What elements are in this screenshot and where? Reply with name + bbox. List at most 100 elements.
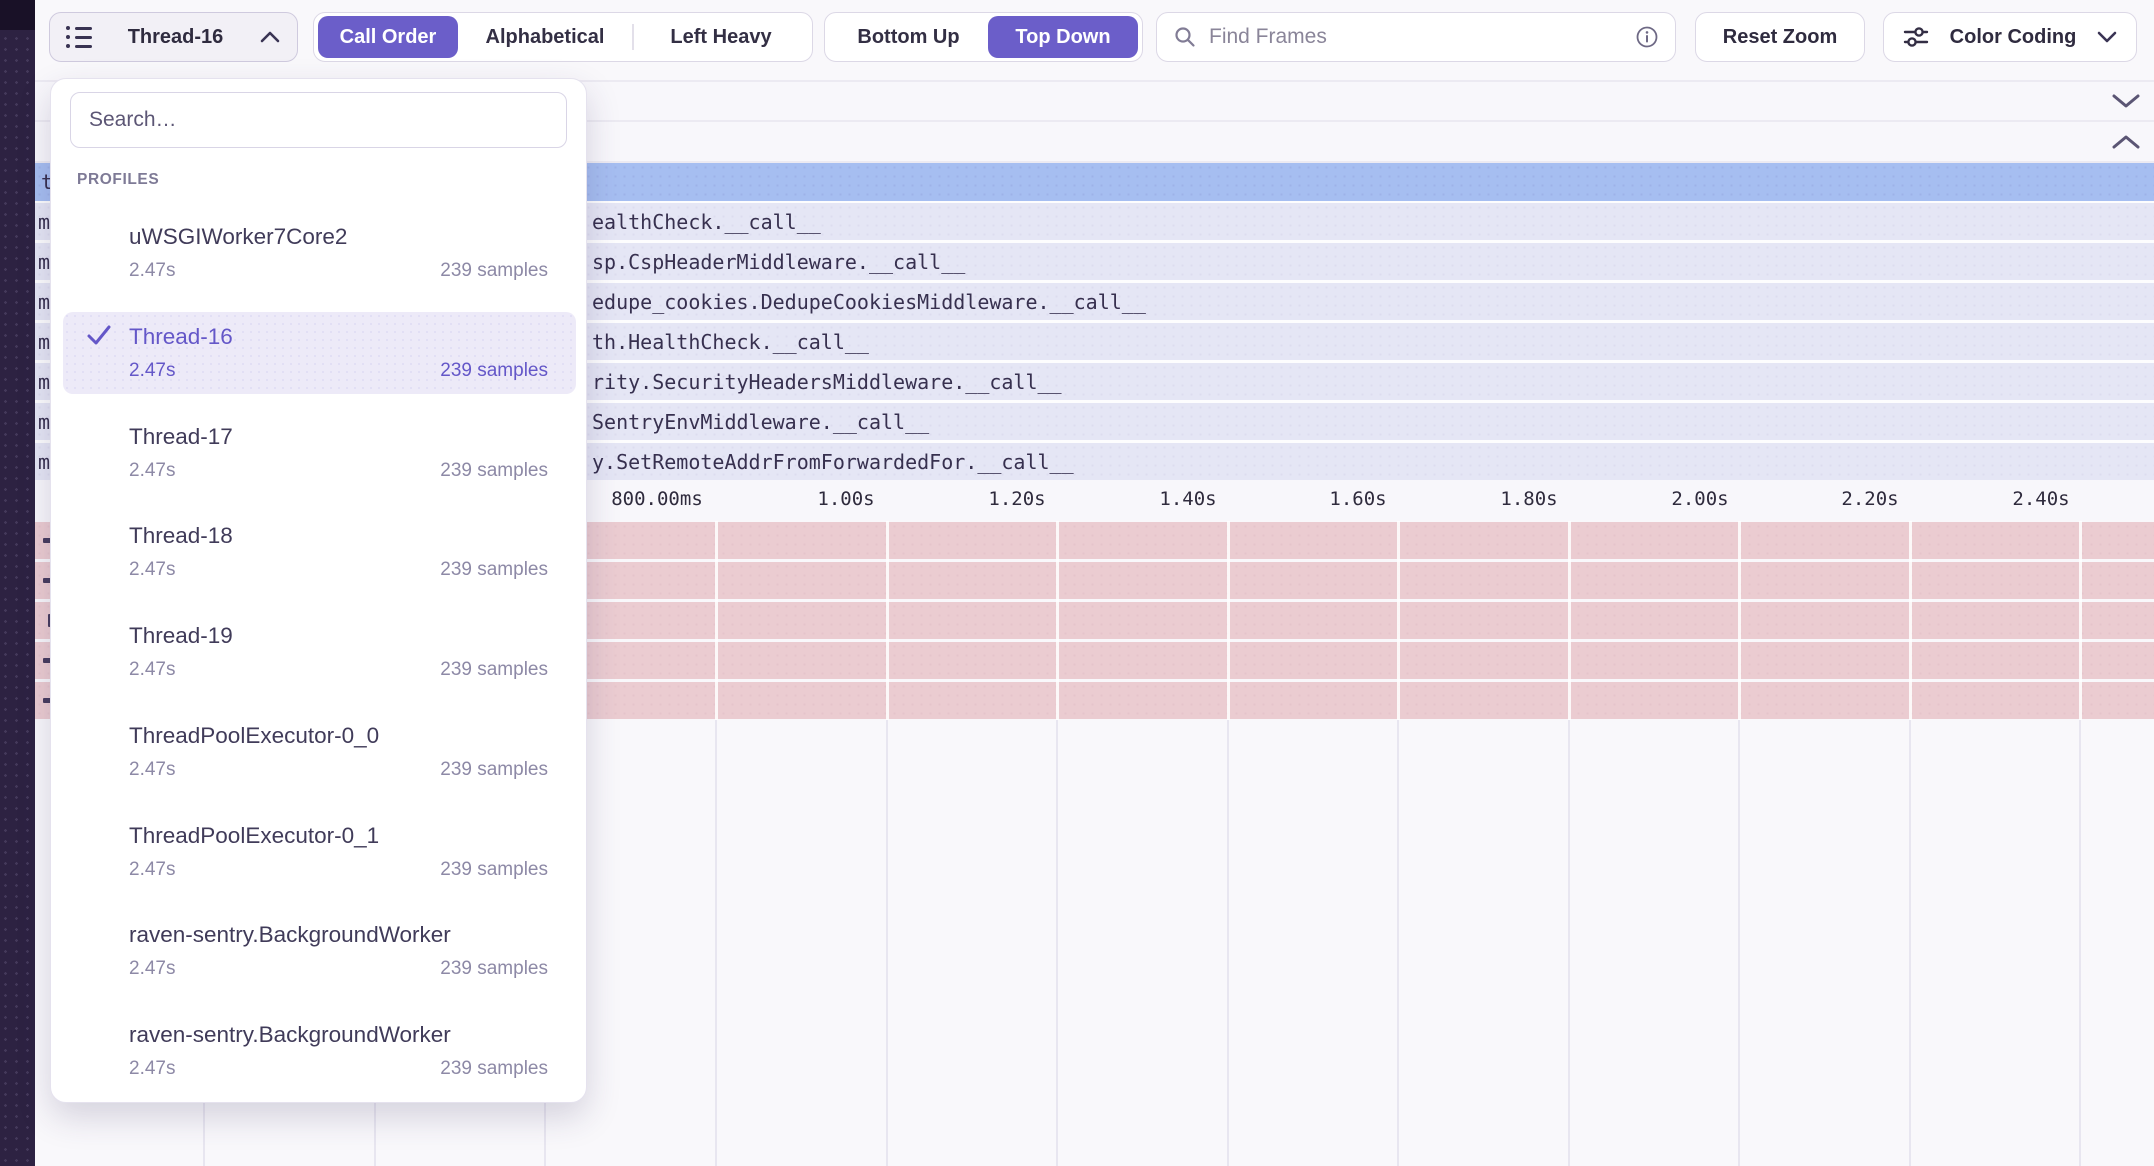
frame-edge-text: m [38, 409, 51, 434]
checkmark-icon [85, 321, 113, 349]
profile-samples: 239 samples [440, 859, 548, 880]
profile-name: ThreadPoolExecutor-0_1 [129, 823, 380, 848]
find-frames-placeholder: Find Frames [1209, 25, 1327, 48]
direction-segment-group: Bottom Up Top Down [824, 12, 1143, 62]
profile-samples: 239 samples [440, 360, 548, 381]
gridline [1227, 720, 1229, 1166]
gridline [1738, 521, 1741, 720]
time-tick: 2.20s [1841, 488, 1899, 510]
time-tick: 1.00s [817, 488, 875, 510]
frame-edge-text: m [38, 249, 51, 274]
frame-edge-fragment [43, 698, 52, 703]
profile-samples: 239 samples [440, 559, 548, 580]
frame-label: edupe_cookies.DedupeCookiesMiddleware.__… [592, 289, 1146, 314]
gridline [715, 720, 717, 1166]
frame-edge-fragment [43, 578, 52, 583]
bottom-up-button[interactable]: Bottom Up [857, 25, 960, 48]
profile-duration: 2.47s [129, 360, 176, 381]
frame-label: SentryEnvMiddleware.__call__ [592, 409, 930, 434]
profiles-dropdown-panel: PROFILES uWSGIWorker7Core2 2.47s 239 sam… [50, 78, 587, 1103]
expand-section-chevron-down-icon[interactable] [2110, 92, 2142, 110]
profile-item[interactable]: Thread-19 2.47s 239 samples [51, 623, 588, 713]
time-tick: 2.40s [2012, 488, 2070, 510]
profile-duration: 2.47s [129, 1058, 176, 1079]
gridline [1909, 521, 1912, 720]
collapse-section-chevron-up-icon[interactable] [2110, 133, 2142, 151]
profiles-search-input[interactable] [70, 92, 567, 148]
segment-divider [632, 24, 634, 50]
gridline [1056, 720, 1058, 1166]
profile-name: Thread-19 [129, 623, 233, 648]
gridline [886, 720, 888, 1166]
profile-samples: 239 samples [440, 460, 548, 481]
profile-duration: 2.47s [129, 559, 176, 580]
gridline [2079, 720, 2081, 1166]
profile-name: Thread-16 [129, 324, 233, 349]
profile-duration: 2.47s [129, 759, 176, 780]
profile-samples: 239 samples [440, 1058, 548, 1079]
chevron-up-icon [259, 30, 281, 44]
time-tick: 800.00ms [611, 488, 703, 510]
time-tick: 1.40s [1159, 488, 1217, 510]
profile-samples: 239 samples [440, 260, 548, 281]
profile-duration: 2.47s [129, 260, 176, 281]
profile-item[interactable]: ThreadPoolExecutor-0_1 2.47s 239 samples [51, 823, 588, 913]
profile-name: raven-sentry.BackgroundWorker [129, 1022, 451, 1047]
profile-item[interactable]: uWSGIWorker7Core2 2.47s 239 samples [51, 224, 588, 314]
gridline [1397, 521, 1400, 720]
gridline [1227, 521, 1230, 720]
sort-segment-group: Call Order Alphabetical Left Heavy [313, 12, 813, 62]
top-down-button[interactable]: Top Down [988, 16, 1138, 58]
frame-label: y.SetRemoteAddrFromForwardedFor.__call__ [592, 449, 1074, 474]
sliders-icon [1902, 24, 1930, 50]
thread-selector-label: Thread-16 [127, 25, 224, 48]
frame-label: ealthCheck.__call__ [592, 209, 821, 234]
thread-list-icon [66, 26, 92, 48]
frame-edge-text: m [38, 369, 51, 394]
profile-item-selected[interactable]: Thread-16 2.47s 239 samples [51, 324, 588, 414]
profile-duration: 2.47s [129, 859, 176, 880]
profile-item[interactable]: raven-sentry.BackgroundWorker 2.47s 239 … [51, 1022, 588, 1112]
toolbar: Thread-16 Call Order Alphabetical Left H… [35, 0, 2154, 80]
frame-edge-text: m [38, 449, 51, 474]
profile-item[interactable]: ThreadPoolExecutor-0_0 2.47s 239 samples [51, 723, 588, 813]
profile-samples: 239 samples [440, 759, 548, 780]
time-tick: 2.00s [1671, 488, 1729, 510]
time-tick: 1.80s [1500, 488, 1558, 510]
profile-item[interactable]: raven-sentry.BackgroundWorker 2.47s 239 … [51, 922, 588, 1012]
reset-zoom-button[interactable]: Reset Zoom [1695, 12, 1865, 62]
frame-edge-text: m [38, 329, 51, 354]
profile-item[interactable]: Thread-17 2.47s 239 samples [51, 424, 588, 514]
info-icon[interactable] [1635, 25, 1659, 49]
profile-duration: 2.47s [129, 659, 176, 680]
alphabetical-button[interactable]: Alphabetical [485, 25, 605, 48]
frame-label: th.HealthCheck.__call__ [592, 329, 869, 354]
find-frames-input[interactable]: Find Frames [1156, 12, 1676, 62]
profile-duration: 2.47s [129, 460, 176, 481]
selected-item-highlight [63, 312, 576, 394]
time-tick: 1.60s [1329, 488, 1387, 510]
side-strip-top [0, 0, 35, 30]
profile-duration: 2.47s [129, 958, 176, 979]
profile-item[interactable]: Thread-18 2.47s 239 samples [51, 523, 588, 613]
profile-samples: 239 samples [440, 958, 548, 979]
call-order-button[interactable]: Call Order [318, 16, 458, 58]
left-heavy-button[interactable]: Left Heavy [670, 25, 772, 48]
gridline [2079, 521, 2082, 720]
profile-name: ThreadPoolExecutor-0_0 [129, 723, 380, 748]
time-tick: 1.20s [988, 488, 1046, 510]
profile-name: uWSGIWorker7Core2 [129, 224, 348, 249]
gridline [1738, 720, 1740, 1166]
frame-label: sp.CspHeaderMiddleware.__call__ [592, 249, 966, 274]
profile-samples: 239 samples [440, 659, 548, 680]
color-coding-button[interactable]: Color Coding [1883, 12, 2137, 62]
frame-edge-text: m [38, 209, 51, 234]
content-area: Thread-16 Call Order Alphabetical Left H… [35, 0, 2154, 1166]
gridline [1909, 720, 1911, 1166]
search-icon [1173, 25, 1197, 49]
frame-edge-text: m [38, 289, 51, 314]
gridline [1568, 521, 1571, 720]
thread-selector-button[interactable]: Thread-16 [49, 12, 298, 62]
side-strip [0, 0, 35, 1166]
